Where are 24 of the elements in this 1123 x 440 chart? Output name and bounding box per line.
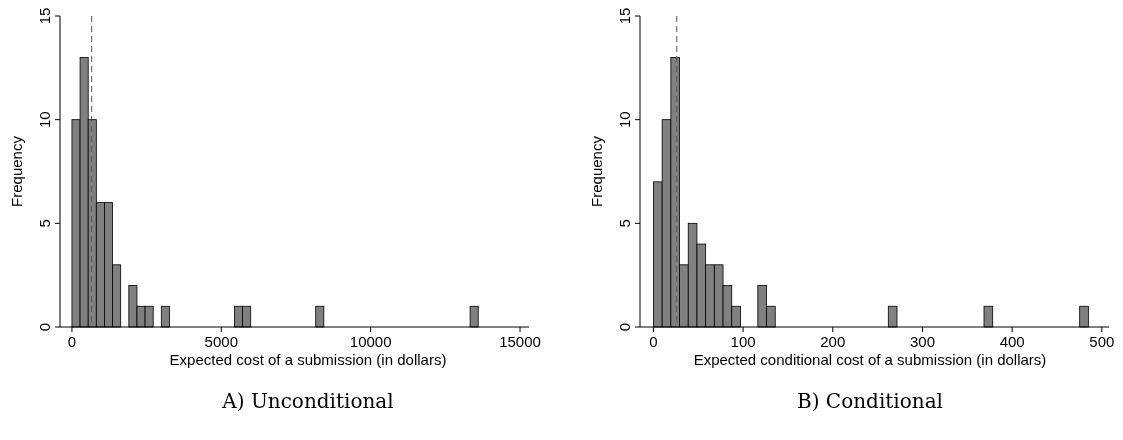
- y-tick-label: 15: [36, 7, 53, 25]
- y-tick-label: 5: [36, 219, 53, 228]
- x-tick-label: 100: [730, 333, 756, 350]
- text: B) Conditional: [797, 389, 943, 413]
- x-tick-label: 300: [909, 333, 935, 350]
- x-tick-label: 0: [649, 333, 658, 350]
- y-axis-title: Frequency: [588, 135, 605, 207]
- y-tick-label: 5: [616, 219, 633, 228]
- x-axis-title: Expected cost of a submission (in dollars): [169, 351, 447, 368]
- y-axis-title: Frequency: [8, 135, 25, 207]
- x-tick-label: 0: [67, 333, 77, 350]
- x-tick-label: 15000: [499, 333, 541, 350]
- x-tick-label: 10000: [349, 333, 392, 350]
- x-axis-title: Expected conditional cost of a submission (in dollars): [693, 351, 1047, 368]
- y-tick-label: 10: [36, 111, 53, 129]
- y-tick-label: 0: [36, 322, 53, 332]
- y-tick-label: 15: [616, 7, 633, 25]
- y-tick-label: 10: [616, 111, 633, 129]
- text: A) Unconditional: [221, 389, 394, 413]
- x-tick-label: 200: [820, 333, 846, 350]
- x-tick-label: 500: [1089, 333, 1115, 350]
- x-tick-label: 400: [999, 333, 1025, 350]
- y-tick-label: 0: [616, 322, 633, 332]
- x-tick-label: 5000: [204, 333, 238, 350]
